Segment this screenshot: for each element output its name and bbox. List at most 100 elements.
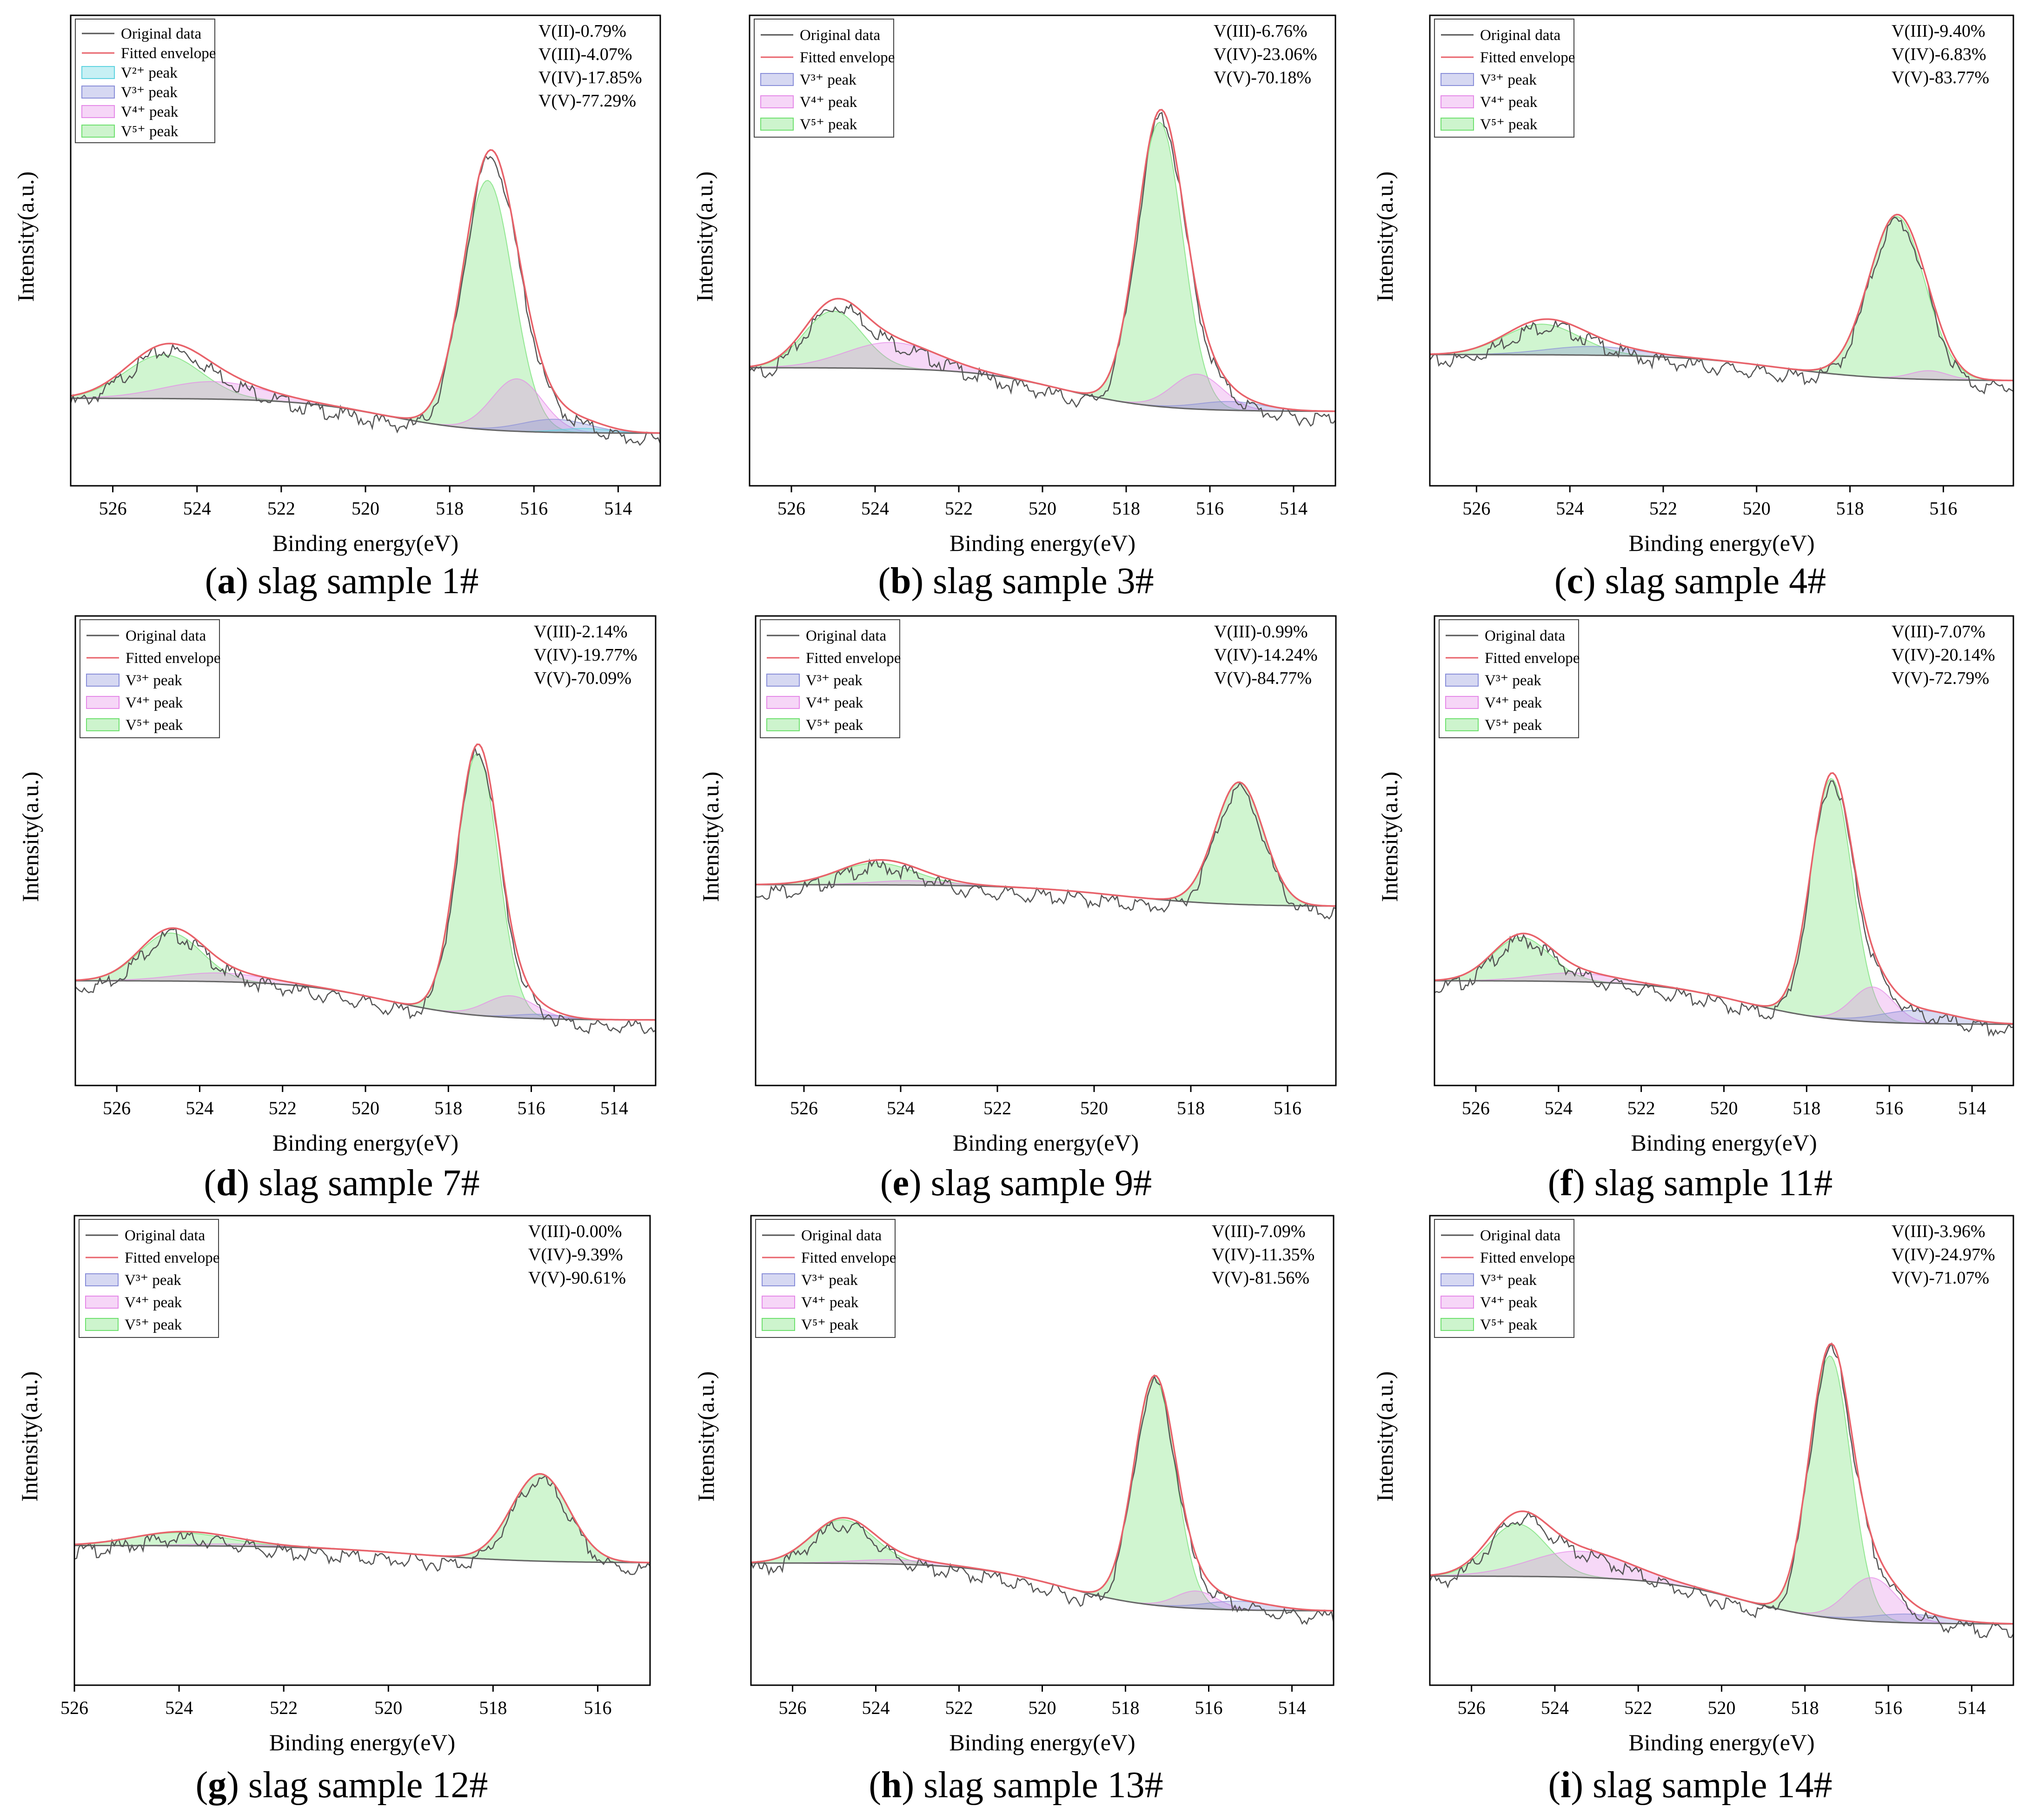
legend-symbol-v4-i — [1441, 1296, 1474, 1309]
legend-symbol-v4-d — [86, 696, 120, 709]
legend-box-d — [80, 619, 220, 738]
legend-label-v4-i: V⁴⁺ peak — [1480, 1294, 1538, 1311]
legend-symbol-v3-f — [1445, 674, 1479, 687]
y-axis-title-d: Intensity(a.u.) — [17, 772, 43, 902]
legend-symbol-v5-d — [86, 718, 120, 731]
original-data-line-h — [750, 1374, 1335, 1625]
legend-symbol-v3-c — [1441, 73, 1474, 86]
percentage-label-b-1: V(IV)-23.06% — [1214, 45, 1317, 64]
x-tick-label-f-2: 522 — [1627, 1098, 1655, 1118]
legend-label-original-f: Original data — [1485, 628, 1566, 644]
x-tick-label-c-0: 526 — [1462, 498, 1490, 519]
y-axis-title-a: Intensity(a.u.) — [13, 172, 39, 302]
caption-text-g: slag sample 12# — [248, 1765, 488, 1806]
legend-box-f — [1439, 619, 1579, 738]
legend-label-v5-d: V⁵⁺ peak — [126, 717, 183, 734]
legend-label-envelope-c: Fitted envelope — [1480, 49, 1575, 66]
legend-label-v4-h: V⁴⁺ peak — [801, 1294, 859, 1311]
x-tick-label-f-5: 516 — [1875, 1098, 1903, 1118]
peak-fill-v5-h-1 — [750, 1519, 1334, 1611]
legend-label-v4-d: V⁴⁺ peak — [126, 695, 183, 711]
caption-letter-e: e — [892, 1163, 910, 1204]
percentage-label-e-1: V(IV)-14.24% — [1214, 645, 1318, 665]
caption-letter-g: g — [208, 1765, 227, 1806]
peak-fill-v5-c-0 — [1430, 216, 2014, 381]
original-data-line-a — [70, 155, 661, 446]
caption-letter-a: a — [217, 561, 236, 602]
x-tick-label-c-1: 524 — [1556, 498, 1584, 519]
x-tick-label-h-3: 520 — [1029, 1697, 1056, 1718]
x-tick-label-h-0: 526 — [779, 1697, 807, 1718]
legend-label-v5-g: V⁵⁺ peak — [125, 1317, 182, 1333]
legend-label-original-i: Original data — [1480, 1227, 1561, 1244]
plot-frame-e — [755, 615, 1337, 1086]
percentage-label-b-2: V(V)-70.18% — [1214, 68, 1311, 87]
legend-label-original-d: Original data — [126, 628, 206, 644]
x-tick-label-c-5: 516 — [1929, 498, 1957, 519]
caption-letter-i: i — [1560, 1765, 1571, 1806]
caption-f: (f) slag sample 11# — [1547, 1163, 1833, 1204]
legend-label-v5-h: V⁵⁺ peak — [801, 1317, 859, 1333]
fitted-envelope-line-i — [1429, 1343, 2014, 1625]
caption-g: (g) slag sample 12# — [195, 1765, 488, 1806]
x-tick-label-e-4: 518 — [1177, 1098, 1205, 1118]
x-axis-title-d: Binding energy(eV) — [272, 1130, 458, 1156]
x-axis-title-c: Binding energy(eV) — [1628, 530, 1814, 556]
chart-g: 526 524 522 520 518 516 Binding energy(eV) Inte… — [16, 1215, 651, 1755]
legend-symbol-v4-e — [766, 696, 800, 709]
x-tick-label-f-3: 520 — [1710, 1098, 1738, 1118]
x-tick-label-g-4: 518 — [479, 1697, 507, 1718]
legend-label-original-h: Original data — [801, 1227, 882, 1244]
peak-fill-v5-i-0 — [1430, 1355, 2013, 1625]
fitted-envelope-line-d — [75, 743, 656, 1021]
legend-label-v5-a: V⁵⁺ peak — [121, 123, 179, 140]
legend-label-v4-c: V⁴⁺ peak — [1480, 94, 1538, 111]
legend-label-v3-g: V³⁺ peak — [125, 1272, 181, 1289]
fitted-envelope-line-a — [70, 149, 661, 434]
legend-symbol-v3-g — [85, 1273, 119, 1286]
peak-fill-v5-h-0 — [751, 1377, 1334, 1611]
x-axis-title-b: Binding energy(eV) — [949, 530, 1135, 556]
y-axis-title-e: Intensity(a.u.) — [697, 772, 724, 902]
legend-symbol-v5-e — [766, 718, 800, 731]
x-tick-label-a-2: 522 — [267, 498, 295, 519]
percentage-label-g-0: V(III)-0.00% — [528, 1222, 622, 1241]
x-tick-label-d-6: 514 — [600, 1098, 628, 1118]
legend-symbol-v5-b — [760, 118, 794, 131]
legend-symbol-v3-i — [1441, 1273, 1474, 1286]
peak-fill-v3-i-4 — [1430, 1575, 2014, 1625]
legend-label-envelope-a: Fitted envelope — [121, 45, 216, 62]
x-tick-label-c-2: 522 — [1649, 498, 1677, 519]
x-tick-label-e-2: 522 — [983, 1098, 1011, 1118]
x-tick-label-b-1: 524 — [861, 498, 889, 519]
percentage-label-a-1: V(III)-4.07% — [538, 45, 632, 64]
peak-fill-v5-f-0 — [1434, 778, 2013, 1025]
chart-d: 526 524 522 520 518 516 514 Binding energy(eV) I… — [17, 615, 657, 1156]
caption-text-c: slag sample 4# — [1605, 561, 1826, 602]
original-data-line-e — [755, 781, 1336, 920]
legend-label-v3-c: V³⁺ peak — [1480, 72, 1537, 88]
legend-symbol-v5-a — [81, 125, 115, 138]
fitted-envelope-line-e — [755, 781, 1336, 907]
x-tick-label-g-0: 526 — [60, 1697, 88, 1718]
caption-text-i: slag sample 14# — [1593, 1765, 1832, 1806]
caption-letter-c: c — [1567, 561, 1584, 602]
plot-frame-c — [1429, 14, 2014, 487]
legend-label-envelope-g: Fitted envelope — [125, 1250, 219, 1266]
legend-label-v4-f: V⁴⁺ peak — [1485, 695, 1542, 711]
legend-label-original-c: Original data — [1480, 27, 1561, 44]
x-tick-label-e-1: 524 — [887, 1098, 915, 1118]
peak-fill-v5-e-0 — [756, 781, 1336, 907]
legend-label-envelope-e: Fitted envelope — [806, 650, 901, 667]
percentage-label-i-0: V(III)-3.96% — [1892, 1222, 1985, 1241]
y-axis-title-i: Intensity(a.u.) — [1372, 1371, 1398, 1502]
x-tick-label-g-3: 520 — [374, 1697, 402, 1718]
percentage-label-e-0: V(III)-0.99% — [1214, 622, 1308, 642]
x-tick-label-a-3: 520 — [352, 498, 379, 519]
legend-label-v5-i: V⁵⁺ peak — [1480, 1317, 1538, 1333]
legend-symbol-v3-e — [766, 674, 800, 687]
x-tick-label-i-1: 524 — [1541, 1697, 1569, 1718]
x-axis-title-a: Binding energy(eV) — [272, 530, 458, 556]
legend-symbol-v5-g — [85, 1318, 119, 1331]
x-tick-label-d-0: 526 — [103, 1098, 131, 1118]
